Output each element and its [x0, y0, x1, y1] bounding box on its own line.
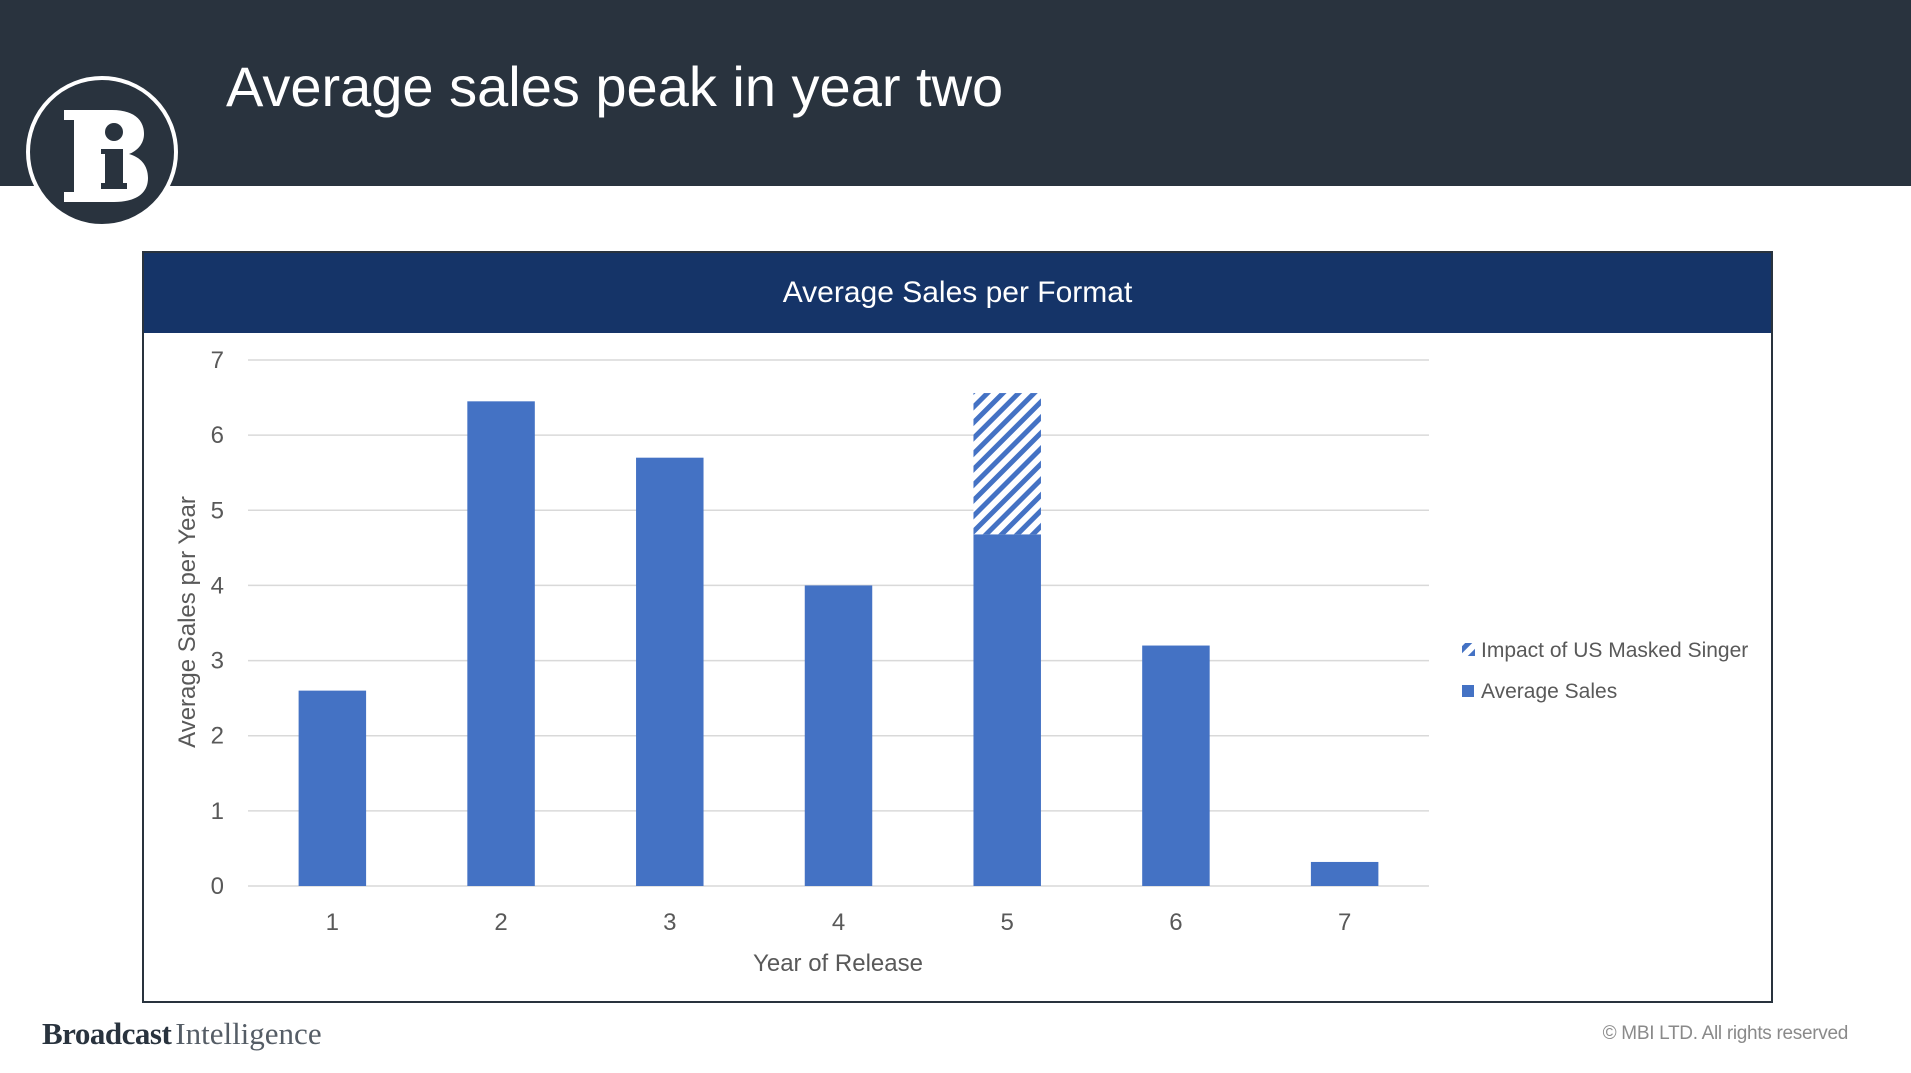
x-tick-label: 1	[326, 909, 339, 936]
y-tick-label: 0	[211, 873, 224, 900]
y-tick-label: 6	[211, 422, 224, 449]
y-tick-label: 2	[211, 723, 224, 750]
x-tick-label: 3	[663, 909, 676, 936]
legend: Impact of US Masked Singer Average Sales	[1462, 639, 1748, 703]
y-axis-ticks: 0 1 2 3 4 5 6 7	[211, 347, 224, 900]
brand-wordmark: Broadcast Intelligence	[42, 1016, 322, 1052]
logo-b-icon	[64, 110, 148, 202]
y-tick-label: 4	[211, 572, 224, 599]
x-tick-label: 4	[832, 909, 845, 936]
chart-title: Average Sales per Format	[144, 253, 1771, 333]
copyright: © MBI LTD. All rights reserved	[1602, 1023, 1849, 1044]
bars	[298, 393, 1379, 886]
legend-label: Impact of US Masked Singer	[1481, 639, 1748, 662]
x-tick-label: 2	[494, 909, 507, 936]
bar-average-sales-4	[804, 585, 873, 886]
brand-bold: Broadcast	[42, 1016, 172, 1051]
bar-impact-of-us-masked-singer-5	[973, 393, 1041, 535]
header-band	[0, 0, 1911, 186]
x-tick-label: 7	[1338, 909, 1351, 936]
legend-swatch-hatch	[1462, 643, 1475, 656]
y-tick-label: 3	[211, 648, 224, 675]
y-axis-label: Average Sales per Year	[174, 496, 201, 748]
bar-average-sales-7	[1310, 861, 1379, 886]
bar-average-sales-3	[636, 457, 704, 886]
x-tick-label: 6	[1169, 909, 1182, 936]
bar-average-sales-2	[467, 401, 535, 886]
chart-frame: Average Sales per Format 0 1 2 3 4 5 6 7 1 2 3 4 5 6…	[142, 251, 1773, 1003]
x-tick-label: 5	[1001, 909, 1014, 936]
y-tick-label: 7	[211, 347, 224, 374]
bar-chart: 0 1 2 3 4 5 6 7 1 2 3 4 5 6 7 Year of Release Average…	[174, 347, 1748, 977]
bar-average-sales-6	[1142, 645, 1210, 886]
legend-label: Average Sales	[1481, 680, 1617, 703]
bar-average-sales-1	[298, 690, 367, 886]
brand-logo	[26, 76, 178, 228]
legend-swatch-solid	[1462, 685, 1474, 697]
x-axis-label: Year of Release	[753, 950, 923, 977]
brand-light: Intelligence	[175, 1016, 322, 1051]
x-axis-ticks: 1 2 3 4 5 6 7	[326, 909, 1352, 936]
y-tick-label: 5	[211, 497, 224, 524]
y-tick-label: 1	[211, 798, 224, 825]
bar-average-sales-5	[973, 534, 1041, 886]
slide-title: Average sales peak in year two	[226, 55, 1004, 118]
